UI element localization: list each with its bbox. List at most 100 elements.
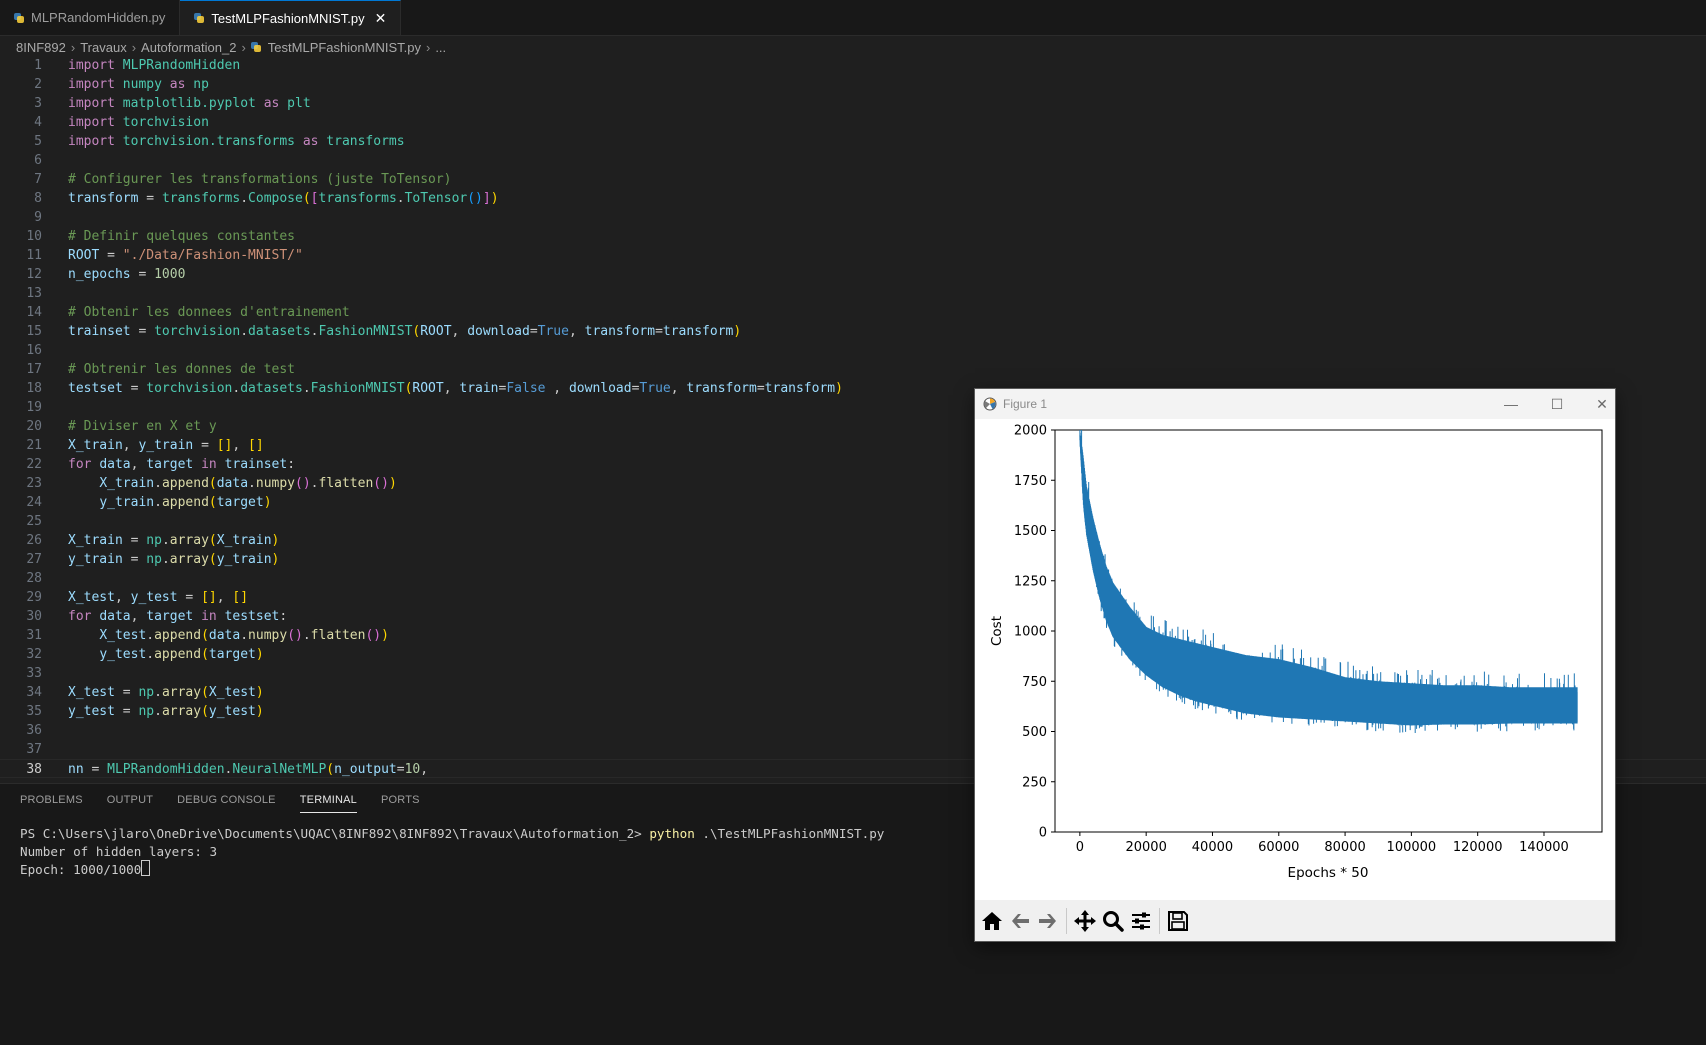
code-line[interactable]: 21 X_train, y_train = [], [] [0, 436, 1706, 455]
code-line[interactable]: 13 [0, 284, 1706, 303]
line-number: 28 [26, 571, 42, 586]
code-line[interactable]: 3 import matplotlib.pyplot as plt [0, 94, 1706, 113]
tab-mlprandomhidden[interactable]: MLPRandomHidden.py [0, 0, 181, 35]
code-text: import torchvision.transforms as transfo… [68, 134, 405, 149]
x-tick-label: 120000 [1453, 840, 1503, 855]
code-line[interactable]: 12 n_epochs = 1000 [0, 265, 1706, 284]
close-window-button[interactable]: ✕ [1596, 396, 1608, 412]
line-number: 34 [26, 685, 42, 700]
line-number: 16 [26, 343, 42, 358]
code-line[interactable]: 16 [0, 341, 1706, 360]
code-line[interactable]: 11 ROOT = "./Data/Fashion-MNIST/" [0, 246, 1706, 265]
y-tick-label: 1250 [1014, 574, 1047, 589]
line-number: 5 [34, 134, 42, 149]
line-number: 7 [34, 172, 42, 187]
code-line[interactable]: 6 [0, 151, 1706, 170]
terminal[interactable]: PS C:\Users\jlaro\OneDrive\Documents\UQA… [20, 825, 884, 879]
tab-terminal[interactable]: TERMINAL [299, 794, 357, 813]
minimize-button[interactable]: — [1504, 396, 1518, 412]
code-line[interactable]: 17 # Obtrenir les donnes de test [0, 360, 1706, 379]
line-number: 25 [26, 514, 42, 529]
zoom-icon[interactable] [1100, 908, 1126, 934]
code-line[interactable]: 5 import torchvision.transforms as transf… [0, 132, 1706, 151]
code-line[interactable]: 15 trainset = torchvision.datasets.Fashio… [0, 322, 1706, 341]
chevron-right-icon: › [131, 39, 137, 55]
code-line[interactable]: 37 [0, 740, 1706, 759]
code-line[interactable]: 36 [0, 721, 1706, 740]
line-number: 29 [26, 590, 42, 605]
code-text: # Obtrenir les donnes de test [68, 362, 295, 377]
y-tick-label: 0 [1039, 826, 1047, 841]
code-line[interactable]: 28 [0, 569, 1706, 588]
code-line[interactable]: 19 [0, 398, 1706, 417]
code-line[interactable]: 10 # Definir quelques constantes [0, 227, 1706, 246]
code-line[interactable]: 2 import numpy as np [0, 75, 1706, 94]
code-text: ROOT = "./Data/Fashion-MNIST/" [68, 248, 303, 263]
tab-testmlpfashionmnist[interactable]: TestMLPFashionMNIST.py ✕ [180, 0, 402, 35]
tab-debug-console[interactable]: DEBUG CONSOLE [177, 794, 276, 806]
figure-toolbar [975, 900, 1615, 941]
line-number: 35 [26, 704, 42, 719]
line-number: 30 [26, 609, 42, 624]
code-line[interactable]: 30 for data, target in testset: [0, 607, 1706, 626]
save-icon[interactable] [1165, 908, 1191, 934]
code-text: X_test.append(data.numpy().flatten()) [99, 628, 389, 643]
code-line[interactable]: 14 # Obtenir les donnees d'entrainement [0, 303, 1706, 322]
code-line[interactable]: 35 y_test = np.array(y_test) [0, 702, 1706, 721]
code-text: X_train, y_train = [], [] [68, 438, 264, 453]
python-file-icon [14, 12, 24, 23]
code-line[interactable]: 33 [0, 664, 1706, 683]
line-number: 27 [26, 552, 42, 567]
pan-icon[interactable] [1072, 908, 1098, 934]
code-line[interactable]: 18 testset = torchvision.datasets.Fashion… [0, 379, 1706, 398]
code-editor[interactable]: 1 import MLPRandomHidden 2 import numpy as … [0, 56, 1706, 783]
y-axis-label: Cost [989, 616, 1005, 646]
code-text: import MLPRandomHidden [68, 58, 241, 73]
cost-chart[interactable]: 0 20000 40000 60000 80000 100000 120000 140000 … [975, 419, 1615, 889]
code-line[interactable]: 9 [0, 208, 1706, 227]
line-number: 18 [26, 381, 42, 396]
code-line[interactable]: 29 X_test, y_test = [], [] [0, 588, 1706, 607]
maximize-button[interactable]: ☐ [1550, 396, 1564, 412]
code-line[interactable]: 8 transform = transforms.Compose([transfo… [0, 189, 1706, 208]
code-line[interactable]: 23 X_train.append(data.numpy().flatten()… [0, 474, 1706, 493]
code-line[interactable]: 26 X_train = np.array(X_train) [0, 531, 1706, 550]
code-line[interactable]: 22 for data, target in trainset: [0, 455, 1706, 474]
tab-ports[interactable]: PORTS [380, 794, 420, 806]
tab-problems[interactable]: PROBLEMS [20, 794, 83, 806]
line-number: 6 [34, 153, 42, 168]
code-line[interactable]: 7 # Configurer les transformations (juste… [0, 170, 1706, 189]
code-line[interactable]: 25 [0, 512, 1706, 531]
code-text: X_test = np.array(X_test) [68, 685, 264, 700]
code-line[interactable]: 24 y_train.append(target) [0, 493, 1706, 512]
breadcrumb-item[interactable]: Autoformation_2 [141, 39, 237, 55]
breadcrumb-item[interactable]: 8INF892 [16, 39, 66, 55]
breadcrumb-item[interactable]: ... [435, 39, 447, 55]
code-line[interactable]: 34 X_test = np.array(X_test) [0, 683, 1706, 702]
close-tab-icon[interactable]: ✕ [374, 9, 387, 26]
code-line[interactable]: 1 import MLPRandomHidden [0, 56, 1706, 75]
forward-arrow-icon[interactable] [1035, 908, 1061, 934]
line-number: 1 [34, 58, 42, 73]
code-text: import matplotlib.pyplot as plt [68, 96, 311, 111]
breadcrumb-item[interactable]: Travaux [80, 39, 127, 55]
tab-output[interactable]: OUTPUT [106, 794, 154, 806]
line-number: 19 [26, 400, 42, 415]
code-line[interactable]: 27 y_train = np.array(y_train) [0, 550, 1706, 569]
code-line[interactable]: 31 X_test.append(data.numpy().flatten()) [0, 626, 1706, 645]
figure-titlebar[interactable]: Figure 1 — ☐ ✕ [975, 389, 1615, 419]
terminal-cursor [141, 860, 151, 876]
line-number: 24 [26, 495, 42, 510]
code-line[interactable]: 32 y_test.append(target) [0, 645, 1706, 664]
code-text: nn = MLPRandomHidden.NeuralNetMLP(n_outp… [68, 762, 429, 777]
back-arrow-icon[interactable] [1007, 908, 1033, 934]
breadcrumb: 8INF892 › Travaux › Autoformation_2 › Te… [0, 36, 1706, 58]
y-tick-label: 750 [1022, 675, 1047, 690]
code-line[interactable]: 4 import torchvision [0, 113, 1706, 132]
code-line[interactable]: 20 # Diviser en X et y [0, 417, 1706, 436]
python-file-icon [250, 42, 261, 52]
home-icon[interactable] [979, 908, 1005, 934]
configure-subplots-icon[interactable] [1128, 908, 1154, 934]
y-tick-label: 2000 [1014, 424, 1047, 439]
breadcrumb-item[interactable]: TestMLPFashionMNIST.py [267, 39, 421, 55]
